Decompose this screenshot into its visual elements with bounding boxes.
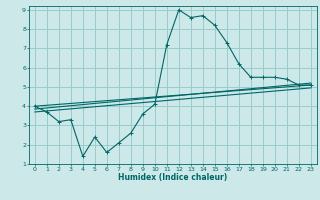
X-axis label: Humidex (Indice chaleur): Humidex (Indice chaleur) [118, 173, 228, 182]
